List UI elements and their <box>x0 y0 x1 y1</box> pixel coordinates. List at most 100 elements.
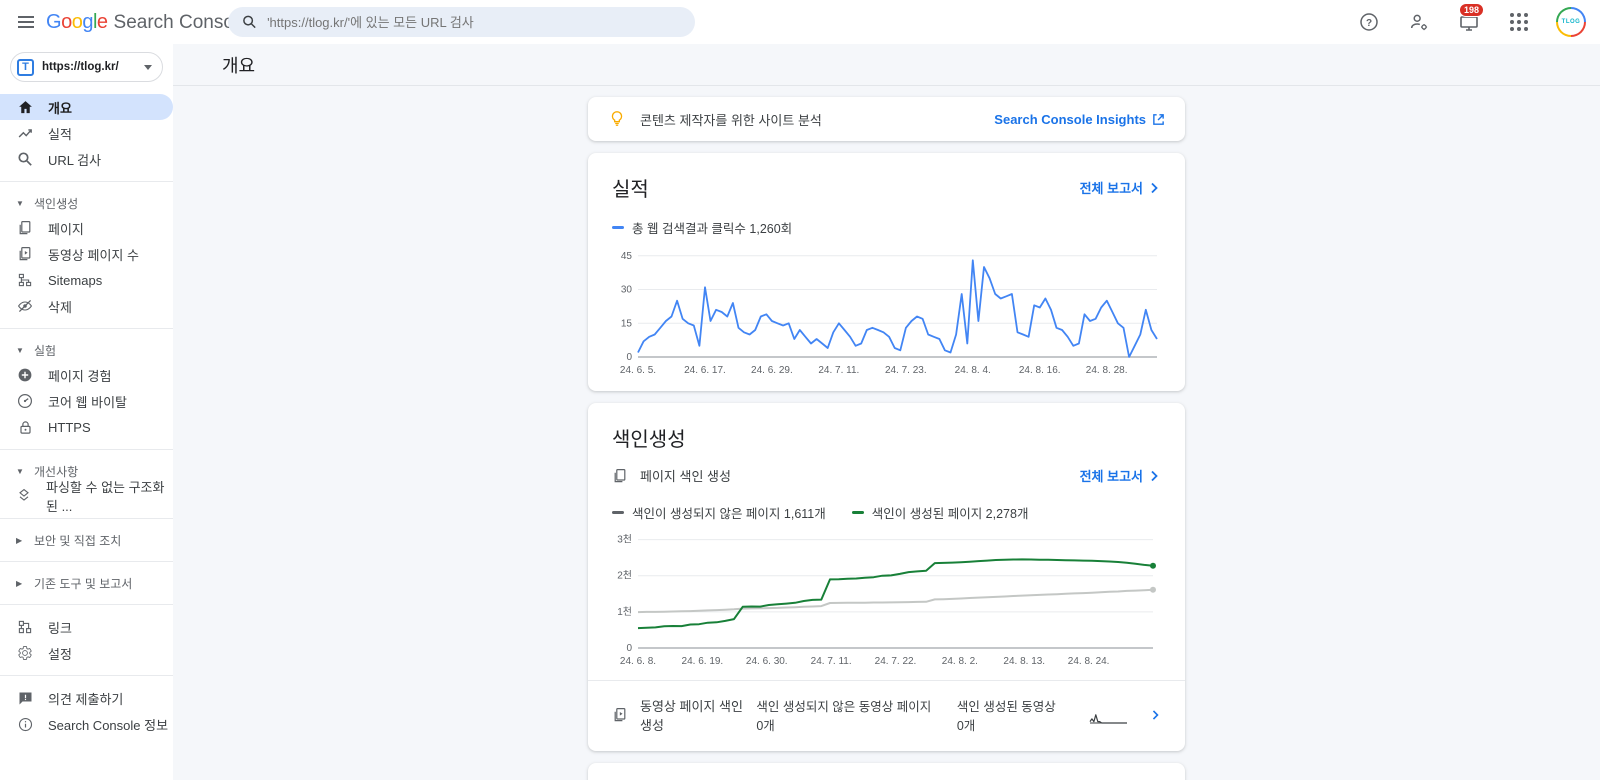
page-indexing-label: 페이지 색인 생성 <box>640 469 731 484</box>
apps-grid-icon <box>1510 13 1528 31</box>
section-legacy-tools[interactable]: ▶ 기존 도구 및 보고서 <box>16 576 133 591</box>
sidebar: T https://tlog.kr/ 개요 실적 URL 검사 ▼ 색인생성 페… <box>0 44 173 780</box>
sidebar-item-overview[interactable]: 개요 <box>0 94 173 120</box>
sidebar-item-label: 파싱할 수 없는 구조화된 ... <box>46 480 165 514</box>
property-selector[interactable]: T https://tlog.kr/ <box>10 52 163 82</box>
divider <box>0 604 173 605</box>
not-indexed-legend-item: 색인이 생성되지 않은 페이지 1,611개 <box>612 503 826 522</box>
sidebar-item-label: 삭제 <box>48 299 72 315</box>
property-favicon: T <box>17 58 34 76</box>
avatar-text: TLOG <box>1558 9 1584 35</box>
property-domain: https://tlog.kr/ <box>42 61 119 73</box>
svg-text:24. 6. 8.: 24. 6. 8. <box>620 656 656 667</box>
app-logo[interactable]: Google Search Console <box>46 10 249 33</box>
section-security-manual-actions[interactable]: ▶ 보안 및 직접 조치 <box>16 533 122 548</box>
section-enhancements[interactable]: ▼ 개선사항 <box>16 464 79 479</box>
notification-badge: 198 <box>1459 3 1485 17</box>
sidebar-item-label: URL 검사 <box>48 152 102 168</box>
sidebar-item-about[interactable]: Search Console 정보 <box>0 711 173 737</box>
sitemap-icon <box>16 271 34 289</box>
sidebar-item-page-experience[interactable]: 페이지 경험 <box>0 362 173 388</box>
svg-text:24. 6. 29.: 24. 6. 29. <box>751 365 793 376</box>
svg-text:3천: 3천 <box>617 534 632 546</box>
video-indexed-stat: 색인 생성된 동영상 0개 <box>956 700 1056 733</box>
sidebar-item-label: 코어 웹 바이탈 <box>48 394 127 410</box>
product-name: Search Console <box>113 11 249 33</box>
banner-text: 콘텐츠 제작자를 위한 사이트 분석 <box>640 112 822 128</box>
gear-icon <box>16 644 34 662</box>
help-icon: ? <box>1360 13 1378 31</box>
section-indexing[interactable]: ▼ 색인생성 <box>16 196 79 211</box>
search-icon <box>243 15 256 29</box>
sidebar-item-label: Search Console 정보 <box>48 717 169 733</box>
svg-text:24. 6. 19.: 24. 6. 19. <box>682 656 724 667</box>
sidebar-item-unparsable-structured-data[interactable]: 파싱할 수 없는 구조화된 ... <box>0 480 173 514</box>
arrow-right-icon: ▶ <box>16 578 23 588</box>
svg-text:24. 8. 2.: 24. 8. 2. <box>942 656 978 667</box>
divider <box>0 181 173 182</box>
section-experience[interactable]: ▼ 실험 <box>16 343 57 358</box>
sidebar-item-video-pages[interactable]: 동영상 페이지 수 <box>0 241 173 267</box>
sidebar-item-performance[interactable]: 실적 <box>0 120 173 146</box>
indexing-full-report-link[interactable]: 전체 보고서 <box>1080 466 1161 485</box>
chevron-down-icon <box>144 64 152 70</box>
sidebar-item-removals[interactable]: 삭제 <box>0 293 173 319</box>
video-indexing-row[interactable]: 동영상 페이지 색인 생성 색인 생성되지 않은 동영상 페이지 0개 색인 생… <box>612 681 1161 751</box>
sidebar-item-label: 의견 제출하기 <box>48 691 124 707</box>
sidebar-item-label: HTTPS <box>48 419 91 435</box>
notifications-button[interactable]: 198 <box>1456 3 1485 35</box>
svg-text:15: 15 <box>621 318 633 329</box>
content-scroll-area[interactable]: 콘텐츠 제작자를 위한 사이트 분석 Search Console Insigh… <box>173 86 1600 780</box>
eye-off-icon <box>16 297 34 315</box>
chevron-right-icon[interactable] <box>1149 708 1161 722</box>
apps-button[interactable] <box>1506 9 1532 35</box>
sidebar-item-feedback[interactable]: 의견 제출하기 <box>0 685 173 711</box>
sidebar-item-pages[interactable]: 페이지 <box>0 215 173 241</box>
sidebar-item-label: 동영상 페이지 수 <box>48 247 139 263</box>
sidebar-item-core-web-vitals[interactable]: 코어 웹 바이탈 <box>0 388 173 414</box>
page-titlebar: 개요 <box>173 44 1600 86</box>
divider <box>588 680 1185 681</box>
insights-banner: 콘텐츠 제작자를 위한 사이트 분석 Search Console Insigh… <box>588 97 1185 141</box>
sidebar-item-label: 페이지 <box>48 221 84 237</box>
arrow-down-icon: ▼ <box>16 466 24 476</box>
gauge-icon <box>16 392 34 410</box>
help-button[interactable]: ? <box>1356 9 1382 35</box>
sidebar-item-settings[interactable]: 설정 <box>0 640 173 666</box>
search-input[interactable] <box>267 14 681 30</box>
svg-text:2천: 2천 <box>617 570 632 582</box>
info-icon <box>16 715 34 733</box>
video-sparkline-chart <box>1088 710 1129 726</box>
svg-text:24. 7. 11.: 24. 7. 11. <box>811 656 852 667</box>
sidebar-item-https[interactable]: HTTPS <box>0 414 173 440</box>
search-icon <box>16 150 34 168</box>
performance-line-chart[interactable]: 0 15 30 45 24. 6. 5. 24. 6. 17. 24. 6. 29. 24. … <box>612 243 1161 377</box>
sidebar-item-links[interactable]: 링크 <box>0 614 173 640</box>
performance-full-report-link[interactable]: 전체 보고서 <box>1080 178 1161 197</box>
monitor-icon <box>1460 16 1478 31</box>
video-pages-icon <box>16 245 34 263</box>
links-icon <box>16 618 34 636</box>
account-avatar[interactable]: TLOG <box>1556 7 1586 37</box>
sidebar-item-label: 링크 <box>48 620 72 636</box>
svg-text:0: 0 <box>626 352 632 363</box>
sidebar-item-sitemaps[interactable]: Sitemaps <box>0 267 173 293</box>
svg-text:24. 8. 16.: 24. 8. 16. <box>1019 365 1061 376</box>
lock-icon <box>16 418 34 436</box>
arrow-right-icon: ▶ <box>16 535 23 545</box>
svg-text:24. 8. 24.: 24. 8. 24. <box>1068 656 1110 667</box>
arrow-down-icon: ▼ <box>16 198 24 208</box>
indexing-card: 색인생성 페이지 색인 생성 전체 보고서 색인이 생성되지 않은 <box>588 403 1185 751</box>
video-indexing-label: 동영상 페이지 색인 생성 <box>640 699 743 733</box>
external-link-icon <box>1153 113 1164 125</box>
sidebar-item-url-inspection[interactable]: URL 검사 <box>0 146 173 172</box>
insights-link[interactable]: Search Console Insights <box>994 112 1165 127</box>
performance-title: 실적 <box>612 179 649 201</box>
indexing-line-chart[interactable]: 0 1천 2천 3천 24. 6. 8. 24. 6. 19. 24. 6. 30. 24. … <box>612 528 1161 668</box>
legend-swatch <box>612 511 624 514</box>
menu-button[interactable] <box>14 10 38 34</box>
plus-circle-icon <box>16 366 34 384</box>
url-inspection-searchbox[interactable] <box>228 7 695 37</box>
hamburger-icon <box>18 16 34 28</box>
user-settings-button[interactable] <box>1406 9 1432 35</box>
